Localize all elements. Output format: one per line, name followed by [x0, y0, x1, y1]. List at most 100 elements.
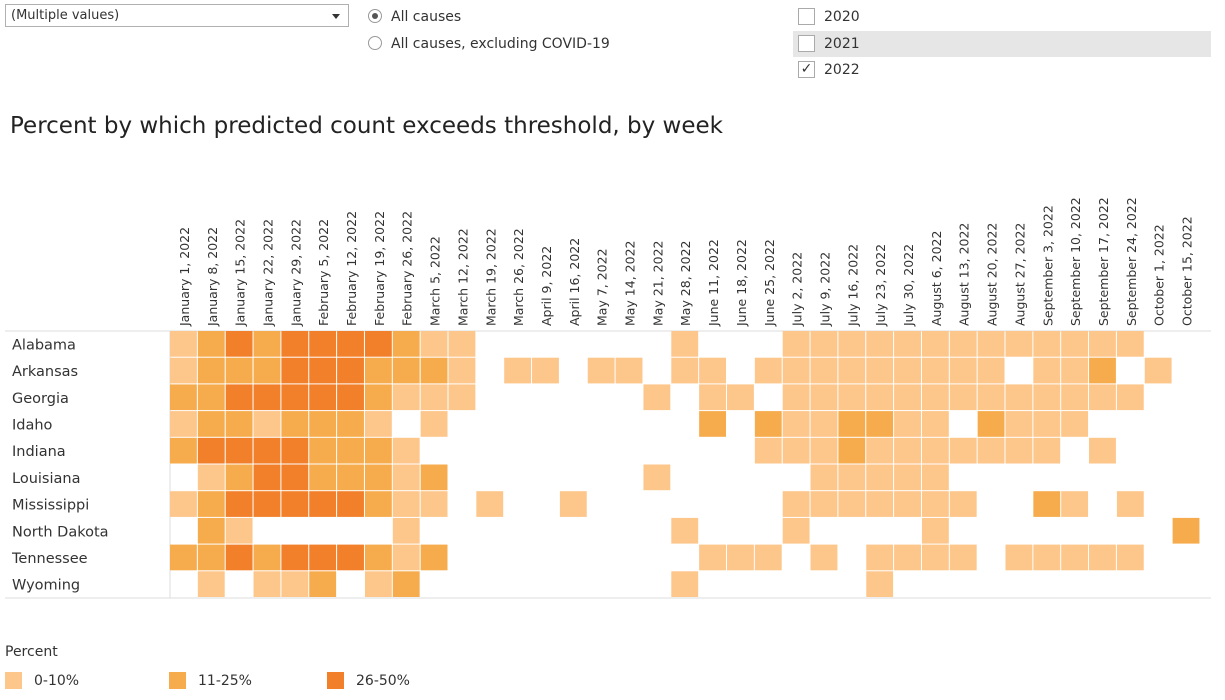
heatmap-cell[interactable]	[392, 517, 420, 544]
heatmap-cell[interactable]	[921, 411, 949, 437]
heatmap-cell[interactable]	[977, 331, 1005, 357]
heatmap-cell[interactable]	[1033, 331, 1061, 357]
heatmap-cell[interactable]	[532, 357, 559, 384]
heatmap-cell[interactable]	[337, 411, 364, 437]
heatmap-cell[interactable]	[281, 544, 309, 571]
heatmap-cell[interactable]	[253, 544, 281, 571]
heatmap-cell[interactable]	[866, 464, 894, 491]
heatmap-cell[interactable]	[392, 544, 420, 571]
heatmap-cell[interactable]	[782, 331, 810, 357]
heatmap-cell[interactable]	[671, 571, 699, 597]
heatmap-cell[interactable]	[949, 544, 977, 571]
heatmap-cell[interactable]	[1033, 491, 1061, 517]
heatmap-cell[interactable]	[894, 331, 921, 357]
heatmap-cell[interactable]	[671, 357, 699, 384]
heatmap-cell[interactable]	[1033, 544, 1061, 571]
heatmap-cell[interactable]	[1089, 384, 1116, 411]
heatmap-cell[interactable]	[643, 464, 671, 491]
heatmap-cell[interactable]	[281, 571, 309, 597]
heatmap-cell[interactable]	[225, 464, 253, 491]
heatmap-cell[interactable]	[838, 491, 866, 517]
heatmap-cell[interactable]	[949, 384, 977, 411]
heatmap-cell[interactable]	[1061, 357, 1089, 384]
heatmap-cell[interactable]	[810, 544, 838, 571]
heatmap-cell[interactable]	[197, 437, 225, 464]
checkbox-checked-icon[interactable]: ✓	[798, 61, 815, 78]
heatmap-cell[interactable]	[810, 437, 838, 464]
heatmap-cell[interactable]	[504, 357, 532, 384]
heatmap-cell[interactable]	[1089, 357, 1116, 384]
heatmap-cell[interactable]	[225, 331, 253, 357]
heatmap-cell[interactable]	[253, 384, 281, 411]
heatmap-cell[interactable]	[197, 517, 225, 544]
heatmap-cell[interactable]	[782, 437, 810, 464]
heatmap-cell[interactable]	[754, 544, 782, 571]
heatmap-cell[interactable]	[309, 491, 337, 517]
heatmap-cell[interactable]	[921, 331, 949, 357]
heatmap-cell[interactable]	[866, 491, 894, 517]
heatmap-cell[interactable]	[838, 357, 866, 384]
heatmap-cell[interactable]	[977, 357, 1005, 384]
heatmap-cell[interactable]	[643, 384, 671, 411]
heatmap-cell[interactable]	[810, 331, 838, 357]
heatmap-cell[interactable]	[337, 384, 364, 411]
heatmap-cell[interactable]	[225, 517, 253, 544]
heatmap-cell[interactable]	[671, 517, 699, 544]
heatmap-cell[interactable]	[197, 491, 225, 517]
heatmap-cell[interactable]	[1033, 437, 1061, 464]
heatmap-cell[interactable]	[197, 357, 225, 384]
heatmap-cell[interactable]	[420, 491, 448, 517]
heatmap-cell[interactable]	[170, 357, 197, 384]
heatmap-cell[interactable]	[949, 331, 977, 357]
heatmap-cell[interactable]	[949, 437, 977, 464]
heatmap-cell[interactable]	[1172, 517, 1200, 544]
heatmap-cell[interactable]	[281, 491, 309, 517]
heatmap-cell[interactable]	[894, 464, 921, 491]
heatmap-cell[interactable]	[1005, 544, 1033, 571]
heatmap-cell[interactable]	[253, 357, 281, 384]
heatmap-cell[interactable]	[894, 544, 921, 571]
heatmap-cell[interactable]	[197, 464, 225, 491]
heatmap-cell[interactable]	[838, 437, 866, 464]
heatmap-cell[interactable]	[309, 411, 337, 437]
heatmap-cell[interactable]	[364, 544, 392, 571]
heatmap-cell[interactable]	[1061, 411, 1089, 437]
heatmap-cell[interactable]	[309, 384, 337, 411]
heatmap-cell[interactable]	[197, 384, 225, 411]
heatmap-cell[interactable]	[866, 331, 894, 357]
heatmap-cell[interactable]	[1005, 437, 1033, 464]
heatmap-cell[interactable]	[253, 411, 281, 437]
heatmap-cell[interactable]	[810, 464, 838, 491]
radio-unselected-icon[interactable]	[368, 36, 382, 50]
heatmap-cell[interactable]	[699, 544, 726, 571]
heatmap-cell[interactable]	[1061, 491, 1089, 517]
heatmap-cell[interactable]	[810, 384, 838, 411]
heatmap-cell[interactable]	[253, 437, 281, 464]
heatmap-cell[interactable]	[782, 357, 810, 384]
heatmap-cell[interactable]	[281, 384, 309, 411]
heatmap-cell[interactable]	[420, 331, 448, 357]
heatmap-cell[interactable]	[671, 331, 699, 357]
heatmap-cell[interactable]	[337, 437, 364, 464]
heatmap-cell[interactable]	[754, 357, 782, 384]
heatmap-cell[interactable]	[420, 544, 448, 571]
heatmap-cell[interactable]	[894, 411, 921, 437]
heatmap-cell[interactable]	[1116, 544, 1144, 571]
heatmap-cell[interactable]	[170, 331, 197, 357]
heatmap-cell[interactable]	[1089, 437, 1116, 464]
heatmap-cell[interactable]	[225, 357, 253, 384]
checkbox-icon[interactable]	[798, 8, 815, 25]
heatmap-cell[interactable]	[420, 384, 448, 411]
heatmap-cell[interactable]	[587, 357, 615, 384]
checkbox-icon[interactable]	[798, 35, 815, 52]
heatmap-cell[interactable]	[170, 491, 197, 517]
heatmap-cell[interactable]	[949, 491, 977, 517]
heatmap-cell[interactable]	[810, 491, 838, 517]
heatmap-cell[interactable]	[838, 464, 866, 491]
heatmap-cell[interactable]	[1005, 331, 1033, 357]
heatmap-cell[interactable]	[309, 464, 337, 491]
heatmap-cell[interactable]	[838, 331, 866, 357]
heatmap-cell[interactable]	[921, 517, 949, 544]
heatmap-cell[interactable]	[170, 544, 197, 571]
heatmap-cell[interactable]	[337, 464, 364, 491]
